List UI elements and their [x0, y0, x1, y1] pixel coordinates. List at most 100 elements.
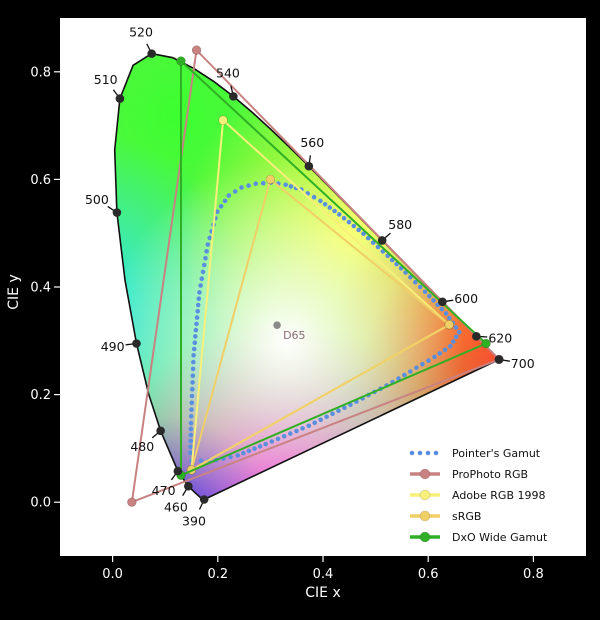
- pointers-gamut-dot: [447, 315, 452, 321]
- wavelength-dot: [472, 332, 481, 341]
- pointers-gamut-dot: [330, 411, 335, 417]
- x-tick-label: 0.0: [102, 567, 123, 582]
- wavelength-label: 620: [488, 330, 512, 345]
- pointers-gamut-dot: [194, 321, 199, 327]
- gamut-primary-point: [176, 56, 186, 66]
- pointers-gamut-dot: [420, 361, 425, 367]
- pointers-gamut-dot: [443, 311, 449, 316]
- wavelength-label: 500: [85, 192, 109, 207]
- y-tick-label: 0.2: [30, 388, 51, 403]
- pointers-gamut-dot: [191, 359, 196, 365]
- pointers-gamut-dot: [190, 386, 195, 392]
- pointers-gamut-dot: [288, 184, 294, 189]
- pointers-gamut-dot: [312, 420, 318, 426]
- pointers-gamut-dot: [439, 306, 445, 312]
- pointers-gamut-dot: [456, 329, 462, 335]
- gamut-primary-point: [218, 115, 228, 125]
- legend-label: DxO Wide Gamut: [452, 531, 548, 544]
- y-tick-label: 0.8: [30, 65, 51, 80]
- pointers-gamut-dot: [195, 302, 201, 308]
- white-point-label: D65: [283, 329, 305, 342]
- pointers-gamut-dot: [327, 205, 333, 210]
- pointers-gamut-dot: [408, 275, 413, 280]
- wavelength-490: 490: [101, 339, 141, 354]
- wavelength-label: 700: [511, 356, 535, 371]
- pointers-gamut-dot: [188, 414, 194, 419]
- pointers-gamut-dot: [228, 454, 233, 460]
- pointers-gamut-dot: [351, 223, 357, 229]
- pointers-gamut-dot: [318, 198, 323, 204]
- gamut-primary-point: [265, 174, 276, 185]
- pointers-gamut-dot: [414, 365, 419, 371]
- pointers-gamut-dot: [191, 346, 197, 352]
- wavelength-540: 540: [216, 66, 240, 101]
- legend-item-adobe-rgb-1998: Adobe RGB 1998: [410, 489, 546, 502]
- pointers-gamut-dot: [257, 444, 263, 449]
- pointers-gamut-dot: [402, 372, 407, 378]
- pointers-gamut-dot: [370, 240, 376, 245]
- pointers-gamut-dot: [205, 242, 211, 247]
- pointers-gamut-dot: [190, 380, 195, 385]
- pointers-gamut-dot: [222, 198, 228, 204]
- pointers-gamut-dot: [193, 327, 199, 333]
- gamut-primary-point: [127, 497, 137, 507]
- pointers-gamut-dot: [437, 351, 443, 356]
- wavelength-label: 480: [130, 439, 154, 454]
- gamut-primary-point: [191, 45, 202, 55]
- legend: Pointer's Gamut ProPhoto RGB Adobe RGB 199…: [409, 447, 548, 544]
- wavelength-label: 490: [101, 339, 125, 354]
- pointers-gamut-dot: [188, 438, 193, 444]
- pointers-gamut-dot: [189, 393, 195, 399]
- wavelength-dot: [304, 161, 314, 171]
- pointers-gamut-dot: [426, 358, 431, 363]
- wavelength-480: 480: [130, 426, 165, 454]
- pointers-gamut-dot: [188, 444, 193, 450]
- pointers-gamut-dot: [198, 458, 204, 464]
- wavelength-label: 560: [300, 135, 324, 150]
- pointers-gamut-dot: [453, 325, 459, 330]
- white-point: D65: [273, 321, 306, 342]
- wavelength-dot: [377, 236, 387, 245]
- pointers-gamut-dot: [232, 189, 238, 194]
- wavelength-dot: [112, 208, 122, 217]
- pointers-gamut-dot: [198, 283, 203, 288]
- x-tick-label: 0.2: [207, 567, 228, 582]
- y-tick-label: 0.0: [30, 496, 51, 511]
- y-tick-label: 0.4: [30, 281, 51, 296]
- pointers-gamut-dot: [366, 235, 371, 241]
- pointers-gamut-dot: [190, 366, 196, 372]
- pointers-gamut-dot: [189, 400, 195, 406]
- pointers-gamut-dot: [195, 309, 200, 314]
- legend-item-dxo-wide-gamut: DxO Wide Gamut: [410, 531, 548, 544]
- pointers-gamut-dot: [261, 180, 266, 186]
- pointers-gamut-dot: [318, 417, 324, 423]
- pointers-gamut-dot: [306, 423, 312, 429]
- pointers-gamut-dot: [322, 202, 328, 207]
- pointers-gamut-dot: [197, 290, 202, 295]
- wavelength-470: 470: [152, 466, 183, 498]
- wavelength-label: 520: [129, 25, 153, 40]
- pointers-gamut-dot: [252, 446, 257, 451]
- wavelength-510: 510: [94, 72, 125, 103]
- pointers-gamut-dot: [275, 436, 281, 442]
- pointers-gamut-dot: [413, 279, 418, 285]
- pointers-gamut-dot: [263, 441, 269, 447]
- wavelength-dot: [156, 426, 165, 436]
- axes: 0.0 0.2 0.4 0.6 0.8 0.0 0.2 0.4 0.6 0.8: [30, 65, 543, 582]
- pointers-gamut-dot: [375, 244, 381, 250]
- legend-label: sRGB: [452, 510, 481, 523]
- pointers-gamut-dot: [448, 343, 453, 349]
- pointers-gamut-dot: [215, 209, 220, 214]
- pointers-gamut-dot: [281, 434, 287, 439]
- wavelength-620: 620: [472, 330, 512, 345]
- pointers-gamut-dot: [356, 227, 362, 233]
- wavelength-label: 390: [182, 514, 206, 529]
- pointers-gamut-dot: [188, 450, 193, 456]
- pointers-gamut-dot: [283, 182, 289, 188]
- wavelength-dot: [494, 355, 504, 364]
- wavelength-500: 500: [85, 192, 122, 217]
- pointers-gamut-dot: [218, 204, 224, 209]
- pointers-gamut-dot: [196, 296, 202, 302]
- pointers-gamut-dot: [246, 183, 251, 188]
